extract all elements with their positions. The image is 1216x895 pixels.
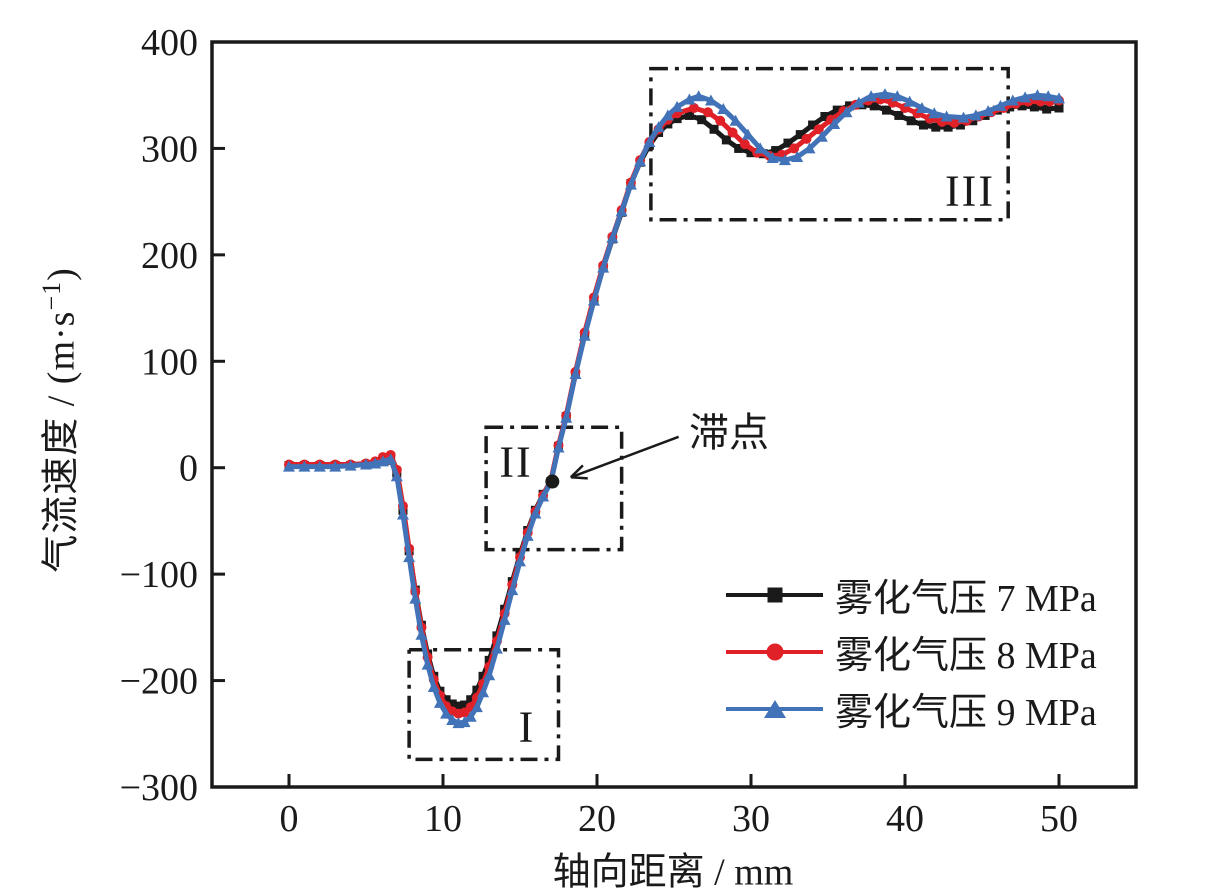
legend-swatch-9mpa: [726, 691, 823, 727]
stagnation-arrowhead-0: [570, 476, 588, 480]
region-label-3: III: [945, 166, 995, 216]
y-axis-label-main: 气流速度 / (m·s: [40, 310, 83, 573]
region-box-2: [484, 425, 624, 552]
region-label-1: I: [518, 702, 536, 752]
legend-entry-9mpa: 雾化气压 9 MPa: [726, 680, 1097, 737]
x-tick-label: 10: [424, 798, 462, 840]
y-axis-label-close: ): [40, 267, 83, 281]
region-box-3: [649, 66, 1010, 222]
x-tick-label: 40: [886, 798, 924, 840]
y-tick-label: −300: [120, 767, 198, 809]
x-tick-label: 0: [280, 798, 299, 840]
circle-marker-icon: [766, 643, 783, 660]
stagnation-arrow-line: [570, 435, 680, 479]
legend-label-7mpa: 雾化气压 7 MPa: [835, 578, 1097, 620]
x-tick-label: 20: [578, 798, 616, 840]
stagnation-point-dot: [545, 474, 560, 489]
y-axis-label-superscript: −1: [36, 280, 66, 311]
x-tick-label: 30: [732, 798, 770, 840]
series-2-markers: [283, 88, 1065, 729]
triangle-marker-icon: [763, 699, 786, 718]
square-marker-icon: [767, 587, 782, 602]
stagnation-point-label: 滞点: [689, 410, 769, 455]
y-tick-label: 400: [141, 22, 198, 64]
x-tick-label: 50: [1040, 798, 1078, 840]
legend-swatch-8mpa: [726, 634, 823, 670]
x-axis-label: 轴向距离 / mm: [552, 851, 794, 894]
stagnation-arrowhead-1: [569, 464, 584, 479]
legend: 雾化气压 7 MPa 雾化气压 8 MPa 雾化气压 9 MPa: [726, 566, 1097, 737]
y-tick-label: 300: [141, 128, 198, 170]
y-tick-label: −200: [120, 661, 198, 703]
region-box-1: [407, 647, 561, 762]
y-tick-label: 100: [141, 341, 198, 383]
legend-swatch-7mpa: [726, 577, 823, 613]
legend-label-8mpa: 雾化气压 8 MPa: [835, 635, 1097, 677]
y-tick-label: 200: [141, 235, 198, 277]
y-tick-label: −100: [120, 554, 198, 596]
y-axis-label: 气流速度 / (m·s−1): [30, 267, 85, 573]
plot-frame: [210, 40, 1138, 789]
y-tick-label: 0: [179, 448, 198, 490]
legend-entry-7mpa: 雾化气压 7 MPa: [726, 566, 1097, 623]
legend-label-9mpa: 雾化气压 9 MPa: [835, 692, 1097, 734]
region-label-2: II: [499, 437, 533, 487]
legend-entry-8mpa: 雾化气压 8 MPa: [726, 623, 1097, 680]
